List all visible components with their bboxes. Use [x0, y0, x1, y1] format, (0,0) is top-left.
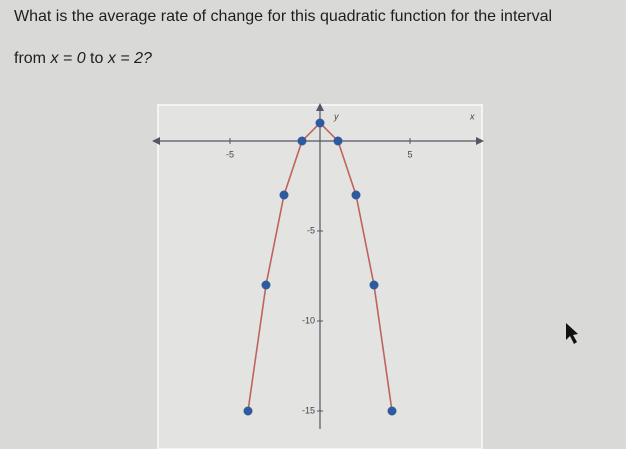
point [351, 190, 361, 200]
point [243, 406, 253, 416]
x-tick-label: -5 [226, 149, 234, 159]
point [297, 136, 307, 146]
y-tick-label: -10 [302, 315, 315, 325]
math: x = 2? [107, 50, 152, 67]
cursor [566, 323, 578, 344]
y-tick-label: -5 [307, 225, 315, 235]
point [279, 190, 289, 200]
point [315, 118, 325, 128]
y-axis-label: y [333, 111, 339, 121]
question-text: from [14, 50, 46, 67]
question-line: What is the average rate of change for t… [14, 8, 553, 25]
math: x = 0 [50, 50, 86, 67]
point [261, 280, 271, 290]
x-arrow [152, 137, 160, 145]
x-axis-label: x [469, 111, 475, 121]
x-arrow [476, 137, 484, 145]
point [387, 406, 397, 416]
point [369, 280, 379, 290]
y-arrow [316, 103, 324, 111]
question-line: from x = 0 to x = 2? [14, 50, 152, 68]
y-tick-label: -15 [302, 405, 315, 415]
x-tick-label: 5 [407, 149, 412, 159]
question-text: to [90, 50, 104, 67]
point [333, 136, 343, 146]
